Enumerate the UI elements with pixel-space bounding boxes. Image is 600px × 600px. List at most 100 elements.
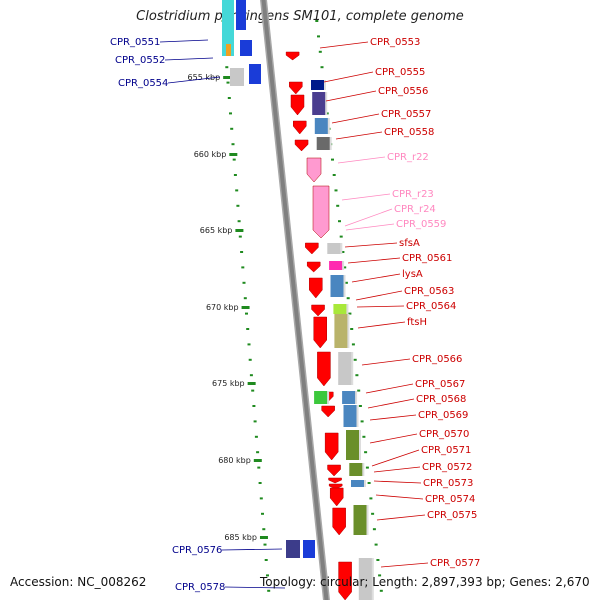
tick-dot [357, 389, 361, 392]
gene-label-right: lysA [402, 269, 423, 280]
tick-dot [320, 66, 324, 69]
tick-dot [233, 174, 237, 176]
gene-box [353, 505, 367, 535]
gene-label-left: CPR_0552 [115, 55, 165, 66]
tick-dot [317, 35, 320, 38]
left-gene-block [249, 64, 261, 84]
gene-box-shadow [363, 480, 366, 487]
leader-line [367, 398, 415, 409]
strand-arrow [290, 94, 305, 116]
tick-dot [267, 589, 271, 592]
gene-label-right: CPR_0570 [419, 429, 469, 440]
leader-line [369, 433, 418, 444]
gene-label-right: CPR_0568 [416, 394, 466, 405]
tick-dot [230, 127, 234, 130]
gene-label-right: CPR_0553 [370, 37, 420, 48]
left-gene-block [222, 0, 234, 30]
tick-dot [378, 574, 382, 577]
tick-dot [331, 158, 334, 161]
major-tick [235, 229, 244, 232]
strand-arrow [332, 507, 346, 536]
leader-line [224, 586, 286, 589]
leader-line [341, 193, 391, 201]
gene-box-shadow [342, 275, 346, 297]
leader-line [323, 71, 374, 83]
gene-box [327, 243, 341, 254]
strand-arrow [309, 277, 323, 299]
accession-text: Accession: NC_008262 [10, 575, 147, 589]
tick-dot [236, 204, 240, 207]
tick-dot [338, 220, 341, 223]
leader-line [356, 305, 405, 308]
leader-line [357, 321, 406, 329]
gene-box-shadow [370, 558, 374, 600]
tick-dot [348, 312, 352, 315]
tick-dot [259, 497, 263, 500]
left-gene-block [303, 540, 315, 558]
gene-box-shadow [323, 80, 326, 90]
tick-dot [252, 405, 256, 407]
gene-box-shadow [358, 430, 361, 460]
tick-dot [254, 435, 258, 438]
tick-dot [351, 343, 355, 346]
strand-arrow [324, 432, 339, 461]
tick-dot [358, 405, 362, 407]
gene-box [314, 391, 328, 404]
gene-box [346, 430, 359, 460]
tick-dot [346, 297, 350, 300]
tick-dot [249, 374, 253, 377]
leader-line [369, 414, 417, 421]
tick-dot [257, 466, 261, 469]
tick-dot [344, 281, 348, 284]
strand-arrow [329, 487, 344, 507]
gene-box-shadow [339, 243, 343, 254]
tick-dot [237, 220, 241, 223]
gene-box [333, 304, 347, 314]
gene-label-right: CPR_0559 [396, 219, 446, 230]
gene-box [334, 314, 348, 348]
leader-line [319, 41, 369, 49]
left-gene-block [236, 0, 246, 30]
tick-dot [258, 482, 262, 484]
tick-dot [245, 312, 248, 315]
gene-label-right: CPR_0572 [422, 462, 472, 473]
tick-dot [261, 512, 264, 515]
gene-box [343, 405, 357, 427]
leader-line [331, 113, 380, 124]
tick-dot [379, 589, 383, 592]
tick-dot [266, 574, 269, 577]
gene-box-shadow [355, 405, 359, 427]
major-tick [247, 382, 256, 385]
leader-line [361, 358, 411, 366]
gene-box [330, 275, 344, 297]
gene-box-shadow [346, 314, 350, 348]
gene-box [358, 558, 372, 600]
gene-label-right: CPR_0577 [430, 558, 480, 569]
leader-line [159, 39, 209, 43]
gene-box [349, 463, 363, 476]
gene-box [316, 137, 330, 150]
tick-dot [247, 343, 251, 346]
tick-dot [364, 451, 368, 454]
leader-line [164, 57, 214, 61]
tick-dot [231, 143, 235, 146]
gene-label-right: CPR_0573 [423, 478, 473, 489]
gene-label-right: ftsH [407, 317, 427, 328]
gene-box-shadow [354, 391, 358, 404]
gene-label-right: CPR_0561 [402, 253, 452, 264]
tick-dot [371, 512, 375, 515]
strand-arrow [328, 477, 342, 484]
tick-dot [315, 20, 319, 22]
gene-label-right: CPR_0566 [412, 354, 462, 365]
tick-dot [256, 451, 260, 454]
gene-box [342, 391, 356, 404]
tick-dot [243, 297, 247, 300]
strand-arrow [294, 139, 309, 152]
tick-dot [246, 328, 250, 330]
tick-label: 655 kbp [188, 73, 221, 82]
leader-line [373, 480, 422, 484]
major-tick [223, 76, 232, 79]
tick-label: 685 kbp [224, 533, 257, 542]
